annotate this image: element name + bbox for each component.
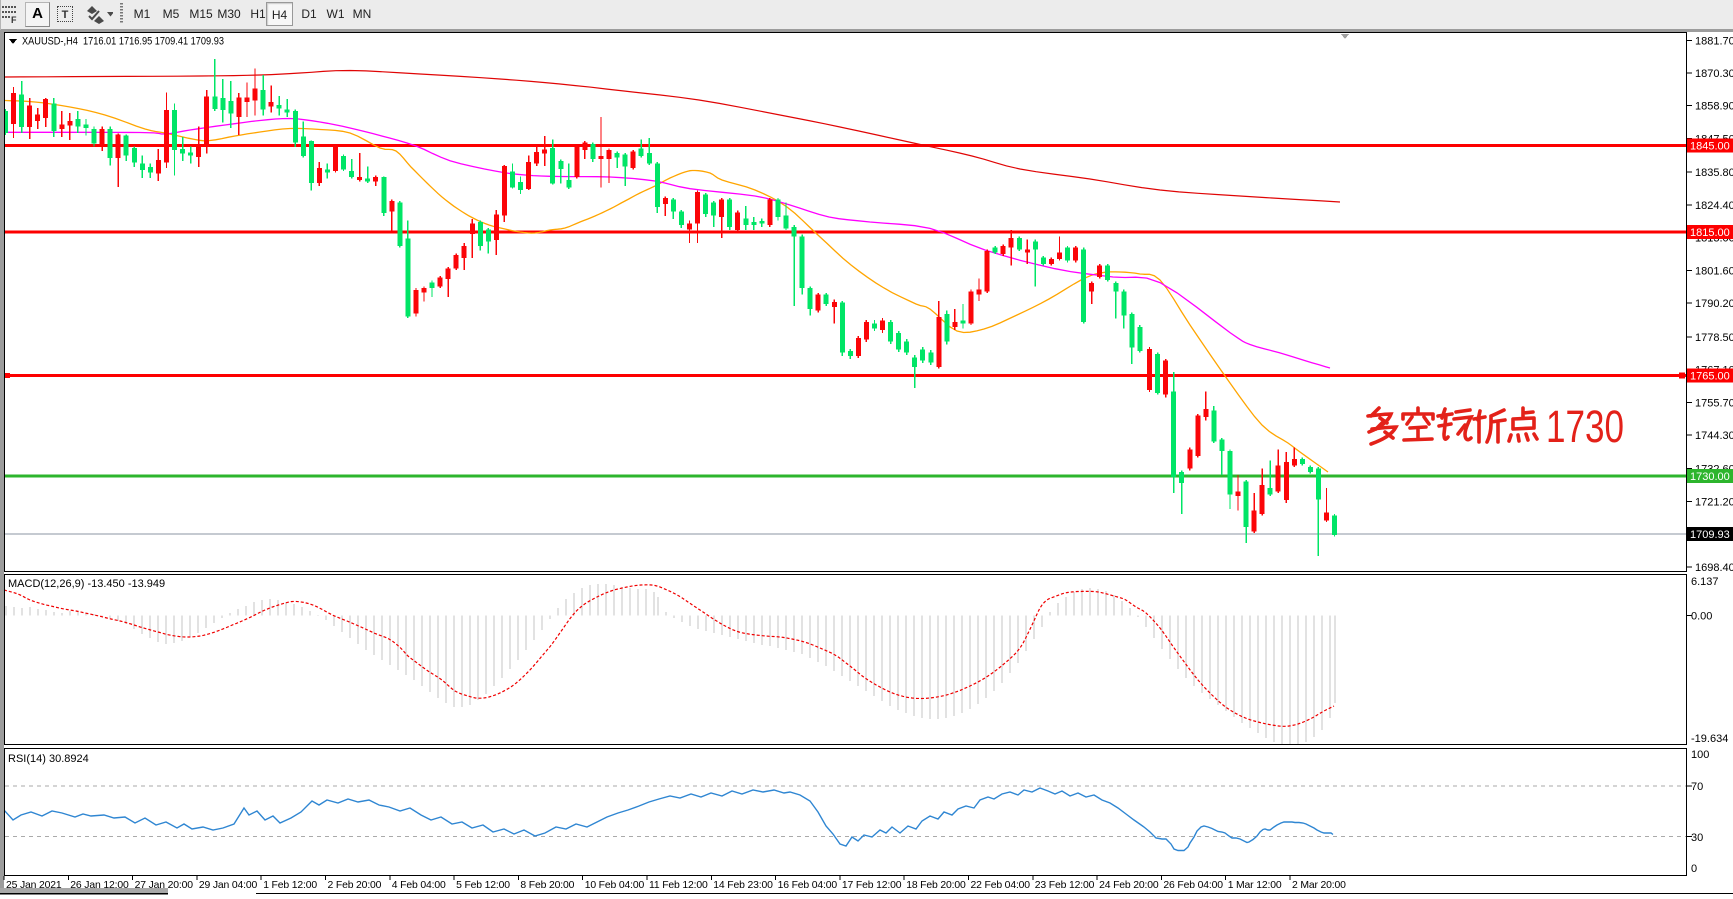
svg-text:11 Feb 12:00: 11 Feb 12:00 [649, 880, 708, 891]
svg-text:1824.40: 1824.40 [1695, 200, 1733, 212]
svg-text:6.137: 6.137 [1691, 576, 1719, 588]
svg-text:XAUUSD-,H4 1716.01 1716.95 17: XAUUSD-,H4 1716.01 1716.95 1709.41 1709.… [22, 36, 224, 48]
svg-text:27 Jan 20:00: 27 Jan 20:00 [135, 880, 194, 891]
svg-text:1721.20: 1721.20 [1695, 497, 1733, 509]
svg-text:10 Feb 04:00: 10 Feb 04:00 [585, 880, 645, 891]
svg-text:1730: 1730 [1546, 401, 1624, 452]
svg-text:1730.00: 1730.00 [1690, 471, 1730, 483]
svg-text:1698.40: 1698.40 [1695, 562, 1733, 574]
svg-text:1815.00: 1815.00 [1690, 227, 1730, 239]
svg-text:25 Jan 2021: 25 Jan 2021 [6, 880, 62, 891]
svg-text:1835.80: 1835.80 [1695, 167, 1733, 179]
svg-text:1881.70: 1881.70 [1695, 35, 1733, 47]
svg-text:100: 100 [1691, 749, 1709, 761]
svg-text:1765.00: 1765.00 [1690, 371, 1730, 383]
svg-text:1790.20: 1790.20 [1695, 298, 1733, 310]
svg-text:30: 30 [1691, 832, 1703, 844]
svg-text:23 Feb 12:00: 23 Feb 12:00 [1035, 880, 1095, 891]
svg-text:2 Feb 20:00: 2 Feb 20:00 [328, 880, 382, 891]
svg-text:14 Feb 23:00: 14 Feb 23:00 [713, 880, 773, 891]
svg-text:1870.30: 1870.30 [1695, 68, 1733, 80]
svg-text:70: 70 [1691, 781, 1703, 793]
svg-text:1778.50: 1778.50 [1695, 332, 1733, 344]
svg-text:MACD(12,26,9) -13.450 -13.949: MACD(12,26,9) -13.450 -13.949 [8, 578, 165, 590]
svg-text:26 Feb 04:00: 26 Feb 04:00 [1163, 880, 1223, 891]
svg-text:4 Feb 04:00: 4 Feb 04:00 [392, 880, 446, 891]
svg-text:22 Feb 04:00: 22 Feb 04:00 [971, 880, 1031, 891]
svg-text:-19.634: -19.634 [1691, 733, 1728, 745]
svg-text:26 Jan 12:00: 26 Jan 12:00 [70, 880, 129, 891]
svg-text:8 Feb 20:00: 8 Feb 20:00 [520, 880, 574, 891]
svg-text:5 Feb 12:00: 5 Feb 12:00 [456, 880, 510, 891]
svg-text:17 Feb 12:00: 17 Feb 12:00 [842, 880, 902, 891]
svg-text:0.00: 0.00 [1691, 611, 1712, 623]
svg-text:24 Feb 20:00: 24 Feb 20:00 [1099, 880, 1159, 891]
svg-text:0: 0 [1691, 863, 1697, 875]
svg-text:1 Feb 12:00: 1 Feb 12:00 [263, 880, 317, 891]
svg-text:1744.30: 1744.30 [1695, 430, 1733, 442]
svg-text:RSI(14) 30.8924: RSI(14) 30.8924 [8, 753, 89, 765]
svg-text:1709.93: 1709.93 [1690, 529, 1730, 541]
svg-text:1 Mar 12:00: 1 Mar 12:00 [1228, 880, 1282, 891]
svg-text:16 Feb 04:00: 16 Feb 04:00 [778, 880, 838, 891]
svg-text:29 Jan 04:00: 29 Jan 04:00 [199, 880, 258, 891]
svg-text:18 Feb 20:00: 18 Feb 20:00 [906, 880, 966, 891]
svg-text:1801.60: 1801.60 [1695, 265, 1733, 277]
svg-text:F: F [11, 15, 17, 24]
svg-text:1858.90: 1858.90 [1695, 101, 1733, 113]
svg-text:2 Mar 20:00: 2 Mar 20:00 [1292, 880, 1346, 891]
svg-text:1845.00: 1845.00 [1690, 141, 1730, 153]
svg-text:1755.70: 1755.70 [1695, 397, 1733, 409]
